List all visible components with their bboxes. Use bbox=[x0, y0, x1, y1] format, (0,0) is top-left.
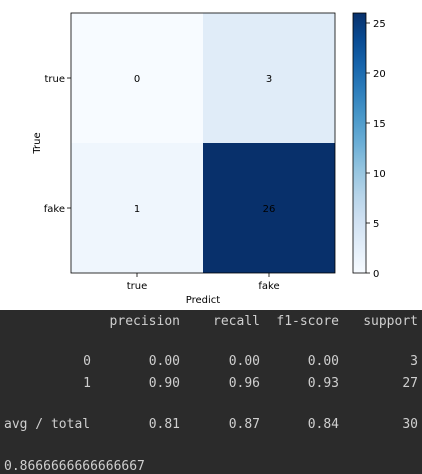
report-total-f1: 0.84 bbox=[308, 417, 339, 432]
heatmap-cell bbox=[203, 13, 335, 143]
colorbar-tick-label: 0 bbox=[373, 269, 379, 280]
confusion-matrix-chart: 0 3 1 26 true fake true fake Predict True 0 5 10 15 20… bbox=[32, 12, 386, 306]
plot-frame bbox=[70, 12, 336, 274]
report-recall-value: 0.96 bbox=[229, 376, 260, 391]
accuracy-score: 0.8666666666666667 bbox=[4, 459, 145, 474]
colorbar-tick-label: 20 bbox=[373, 69, 386, 80]
x-tick-label: true bbox=[127, 281, 148, 292]
heatmap-cell bbox=[71, 143, 203, 273]
report-f1-value: 0.93 bbox=[308, 376, 339, 391]
report-precision-value: 0.00 bbox=[149, 354, 180, 369]
cell-value-label: 0 bbox=[134, 74, 140, 85]
x-tick-label: fake bbox=[258, 281, 279, 292]
confusion-matrix-figure: 0 3 1 26 true fake true fake Predict True 0 5 10 15 20… bbox=[32, 12, 386, 306]
heatmap-cell bbox=[203, 143, 335, 273]
report-total-precision: 0.81 bbox=[149, 417, 180, 432]
report-support-value: 27 bbox=[402, 376, 418, 391]
report-support-value: 3 bbox=[410, 354, 418, 369]
colorbar-tick-label: 10 bbox=[373, 169, 386, 180]
y-tick-label: fake bbox=[44, 204, 65, 215]
report-header-support: support bbox=[363, 314, 418, 329]
y-tick-label: true bbox=[44, 74, 65, 85]
y-axis-label: True bbox=[32, 132, 43, 154]
classification-report-text: precision recall f1-score support 0 0.00 0.00 0… bbox=[4, 314, 418, 474]
classification-report-console: precision recall f1-score support 0 0.00 0.00 0… bbox=[0, 310, 422, 474]
report-header-f1-score: f1-score bbox=[276, 314, 339, 329]
report-total-label: avg / total bbox=[4, 417, 90, 432]
report-header-recall: recall bbox=[213, 314, 260, 329]
colorbar-tick-label: 5 bbox=[373, 219, 379, 230]
cell-value-label: 26 bbox=[263, 204, 276, 215]
report-recall-value: 0.00 bbox=[229, 354, 260, 369]
report-header-precision: precision bbox=[110, 314, 180, 329]
colorbar bbox=[352, 12, 367, 274]
colorbar-tick-label: 25 bbox=[373, 19, 386, 30]
colorbar-tick-label: 15 bbox=[373, 119, 386, 130]
report-total-recall: 0.87 bbox=[229, 417, 260, 432]
report-row-label: 1 bbox=[83, 376, 91, 391]
x-axis-label: Predict bbox=[186, 295, 221, 306]
report-total-support: 30 bbox=[402, 417, 418, 432]
cell-value-label: 1 bbox=[134, 204, 140, 215]
report-precision-value: 0.90 bbox=[149, 376, 180, 391]
report-row-label: 0 bbox=[83, 354, 91, 369]
heatmap-cell bbox=[71, 13, 203, 143]
report-f1-value: 0.00 bbox=[308, 354, 339, 369]
cell-value-label: 3 bbox=[266, 74, 272, 85]
